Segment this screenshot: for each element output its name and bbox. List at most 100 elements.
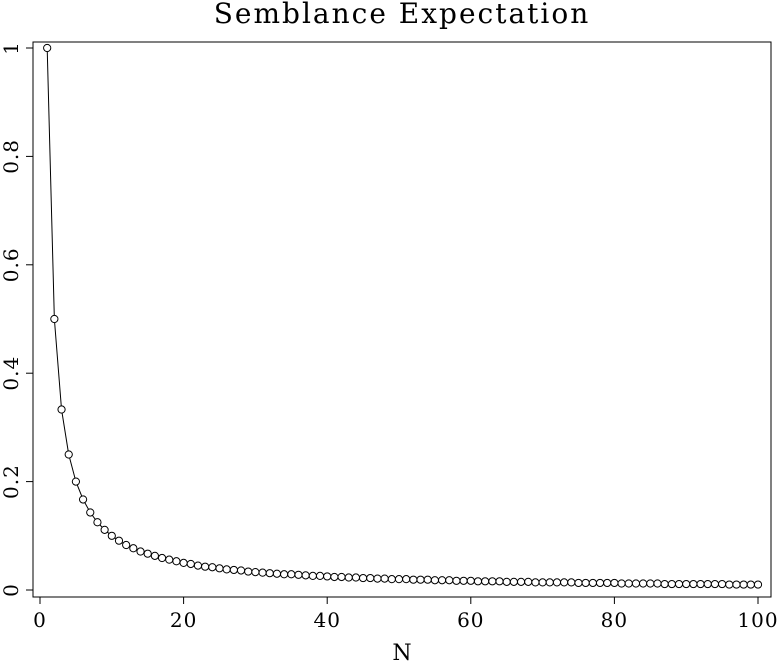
series-line [46, 47, 758, 586]
data-point [753, 580, 763, 589]
data-point [100, 525, 109, 534]
data-point [172, 557, 181, 566]
data-point [445, 576, 454, 585]
data-point [718, 579, 727, 589]
y-tick-label: 0.8 [0, 139, 23, 174]
data-point [344, 573, 353, 582]
data-point [222, 565, 231, 574]
data-point [394, 575, 404, 584]
data-point [603, 578, 612, 588]
data-point [437, 576, 447, 585]
y-tick-label: 1 [0, 41, 23, 55]
data-point [57, 405, 66, 414]
data-point [129, 544, 138, 553]
data-point [251, 568, 260, 577]
data-point [509, 577, 518, 586]
data-point [402, 575, 411, 584]
data-point [488, 577, 497, 586]
y-tick-label: 0.4 [0, 356, 23, 391]
data-point [229, 565, 238, 575]
data-point [725, 580, 734, 589]
data-point [150, 551, 159, 560]
data-point [552, 578, 562, 587]
y-tick-label: 0.6 [0, 247, 23, 282]
data-point [423, 575, 432, 584]
data-point [746, 580, 755, 589]
data-point [215, 564, 224, 573]
data-point [674, 579, 684, 589]
chart-title: Semblance Expectation [214, 0, 591, 30]
data-point [595, 578, 605, 588]
data-point [682, 579, 691, 589]
x-axis: 0 20 40 60 80 100 [33, 597, 778, 632]
data-point [560, 578, 569, 587]
data-points [43, 43, 763, 589]
data-point [265, 569, 274, 578]
data-point [653, 579, 662, 588]
data-point [136, 547, 145, 556]
data-point [208, 563, 217, 572]
data-point [179, 558, 188, 568]
data-point [186, 559, 195, 569]
data-point [280, 570, 289, 579]
data-point [71, 477, 81, 486]
data-point [502, 577, 511, 586]
data-point [409, 575, 418, 584]
data-point [78, 495, 88, 504]
data-point [43, 43, 52, 53]
x-tick-label: 0 [33, 608, 47, 632]
x-tick-label: 80 [601, 608, 628, 632]
data-point [272, 569, 282, 578]
data-point [545, 578, 554, 587]
data-point [294, 570, 303, 579]
x-tick-label: 40 [313, 608, 340, 632]
data-point [567, 578, 576, 587]
data-point [416, 575, 425, 584]
data-point [667, 579, 676, 589]
data-point [624, 579, 633, 588]
data-point [466, 576, 475, 585]
data-point [236, 566, 246, 575]
data-point [581, 578, 590, 588]
data-point [495, 577, 504, 586]
data-point [114, 536, 124, 545]
data-point [538, 578, 547, 587]
x-axis-label: N [392, 641, 411, 661]
data-point [646, 579, 655, 588]
data-point [315, 571, 325, 581]
plot-frame [32, 41, 772, 598]
data-point [244, 567, 253, 576]
data-point [703, 579, 712, 589]
data-point [93, 518, 102, 527]
data-point [373, 574, 382, 583]
y-axis: 0 0.2 0.4 0.6 0.8 1 [0, 41, 33, 597]
data-point [531, 578, 540, 587]
data-point [143, 549, 152, 558]
data-point [351, 573, 361, 582]
data-point [258, 568, 267, 577]
data-point [107, 531, 116, 540]
data-point [330, 572, 339, 582]
data-point [739, 580, 748, 589]
data-point [387, 575, 396, 584]
data-point [64, 450, 73, 459]
data-point [157, 553, 167, 563]
data-point [201, 562, 210, 571]
y-tick-label: 0 [0, 583, 23, 597]
data-point [481, 577, 490, 586]
data-point [301, 571, 310, 580]
data-point [86, 508, 95, 517]
data-point [610, 578, 619, 588]
data-point [689, 579, 698, 589]
data-point [524, 577, 533, 586]
data-point [631, 579, 641, 588]
data-point [323, 572, 332, 581]
data-point [287, 570, 296, 579]
data-point [337, 572, 346, 582]
data-point [359, 573, 368, 583]
data-point [193, 561, 203, 570]
data-point [588, 578, 597, 588]
data-point [165, 555, 174, 564]
data-point [710, 579, 720, 589]
